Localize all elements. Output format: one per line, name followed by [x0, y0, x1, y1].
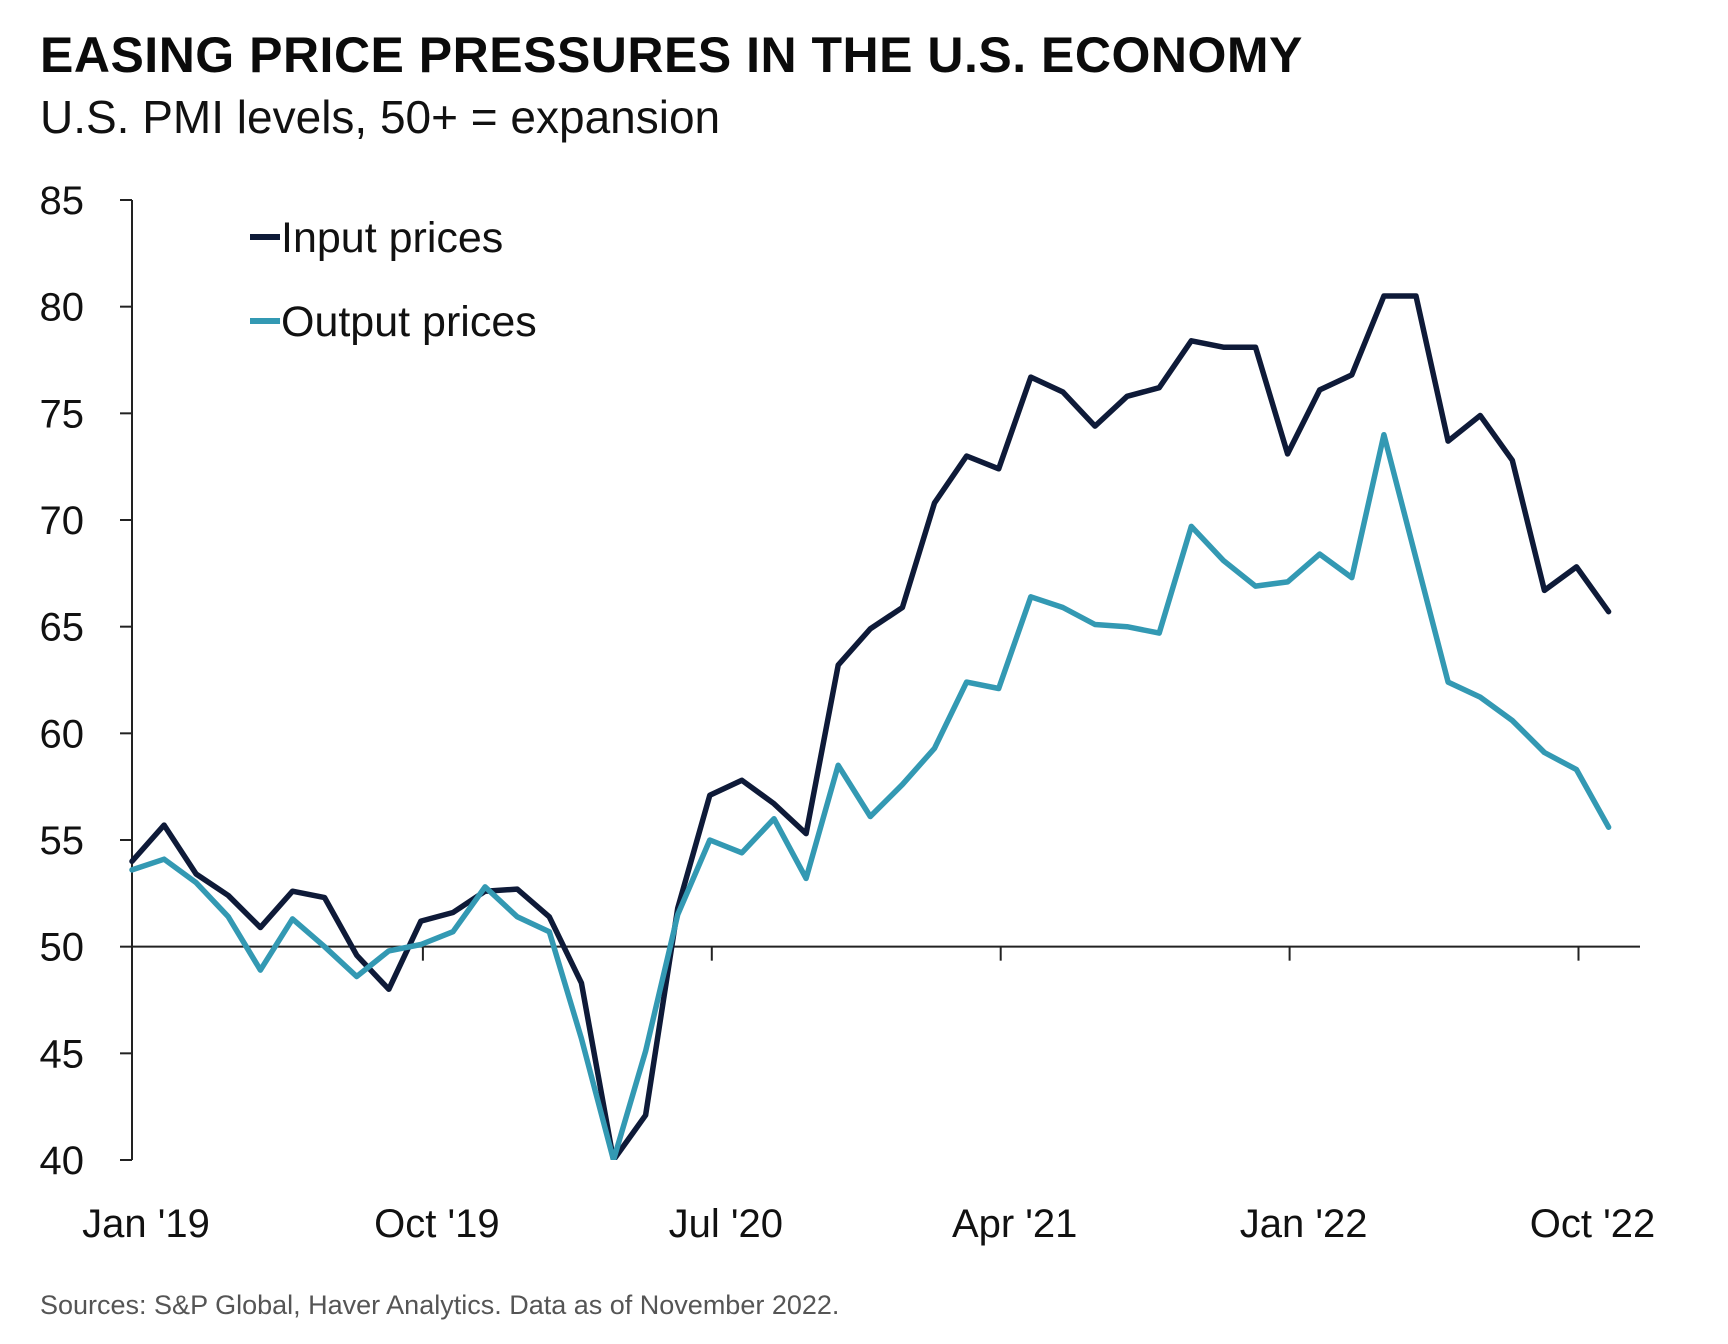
output-prices-line [129, 431, 1612, 1160]
x-axis: Jan '19 Oct '19 Jul '20 Apr '21 Jan '22 Oct '… [82, 945, 1655, 1246]
source-note: Sources: S&P Global, Haver Analytics. Da… [40, 1290, 840, 1320]
y-tick-label: 65 [40, 606, 85, 650]
y-axis: 40 45 50 55 60 65 70 75 80 85 [40, 179, 133, 1183]
chart-subtitle: U.S. PMI levels, 50+ = expansion [40, 91, 721, 143]
y-tick-label: 75 [40, 392, 85, 436]
x-tick-label: Jan '19 [82, 1202, 210, 1246]
line-chart: 40 45 50 55 60 65 70 75 80 85 Jan '19 Oct '19 Jul '… [40, 179, 1656, 1246]
x-tick-label: Oct '19 [374, 1202, 499, 1246]
y-tick-label: 60 [40, 712, 85, 756]
series-lines [129, 293, 1612, 1160]
x-tick-label: Oct '22 [1530, 1202, 1655, 1246]
input-prices-line [129, 293, 1612, 1160]
y-tick-label: 50 [40, 926, 85, 970]
x-tick-label: Jul '20 [669, 1202, 783, 1246]
legend-label: Output prices [281, 298, 537, 346]
chart-title: EASING PRICE PRESSURES IN THE U.S. ECONO… [40, 27, 1303, 83]
y-tick-label: 55 [40, 819, 85, 863]
y-tick-label: 85 [40, 179, 85, 223]
y-tick-label: 70 [40, 499, 85, 543]
y-tick-label: 45 [40, 1032, 85, 1076]
y-tick-label: 40 [40, 1139, 85, 1183]
legend-label: Input prices [281, 214, 503, 262]
x-tick-label: Jan '22 [1240, 1202, 1368, 1246]
x-tick-label: Apr '21 [952, 1202, 1078, 1246]
legend: Input prices Output prices [250, 214, 537, 346]
y-tick-label: 80 [40, 286, 85, 330]
